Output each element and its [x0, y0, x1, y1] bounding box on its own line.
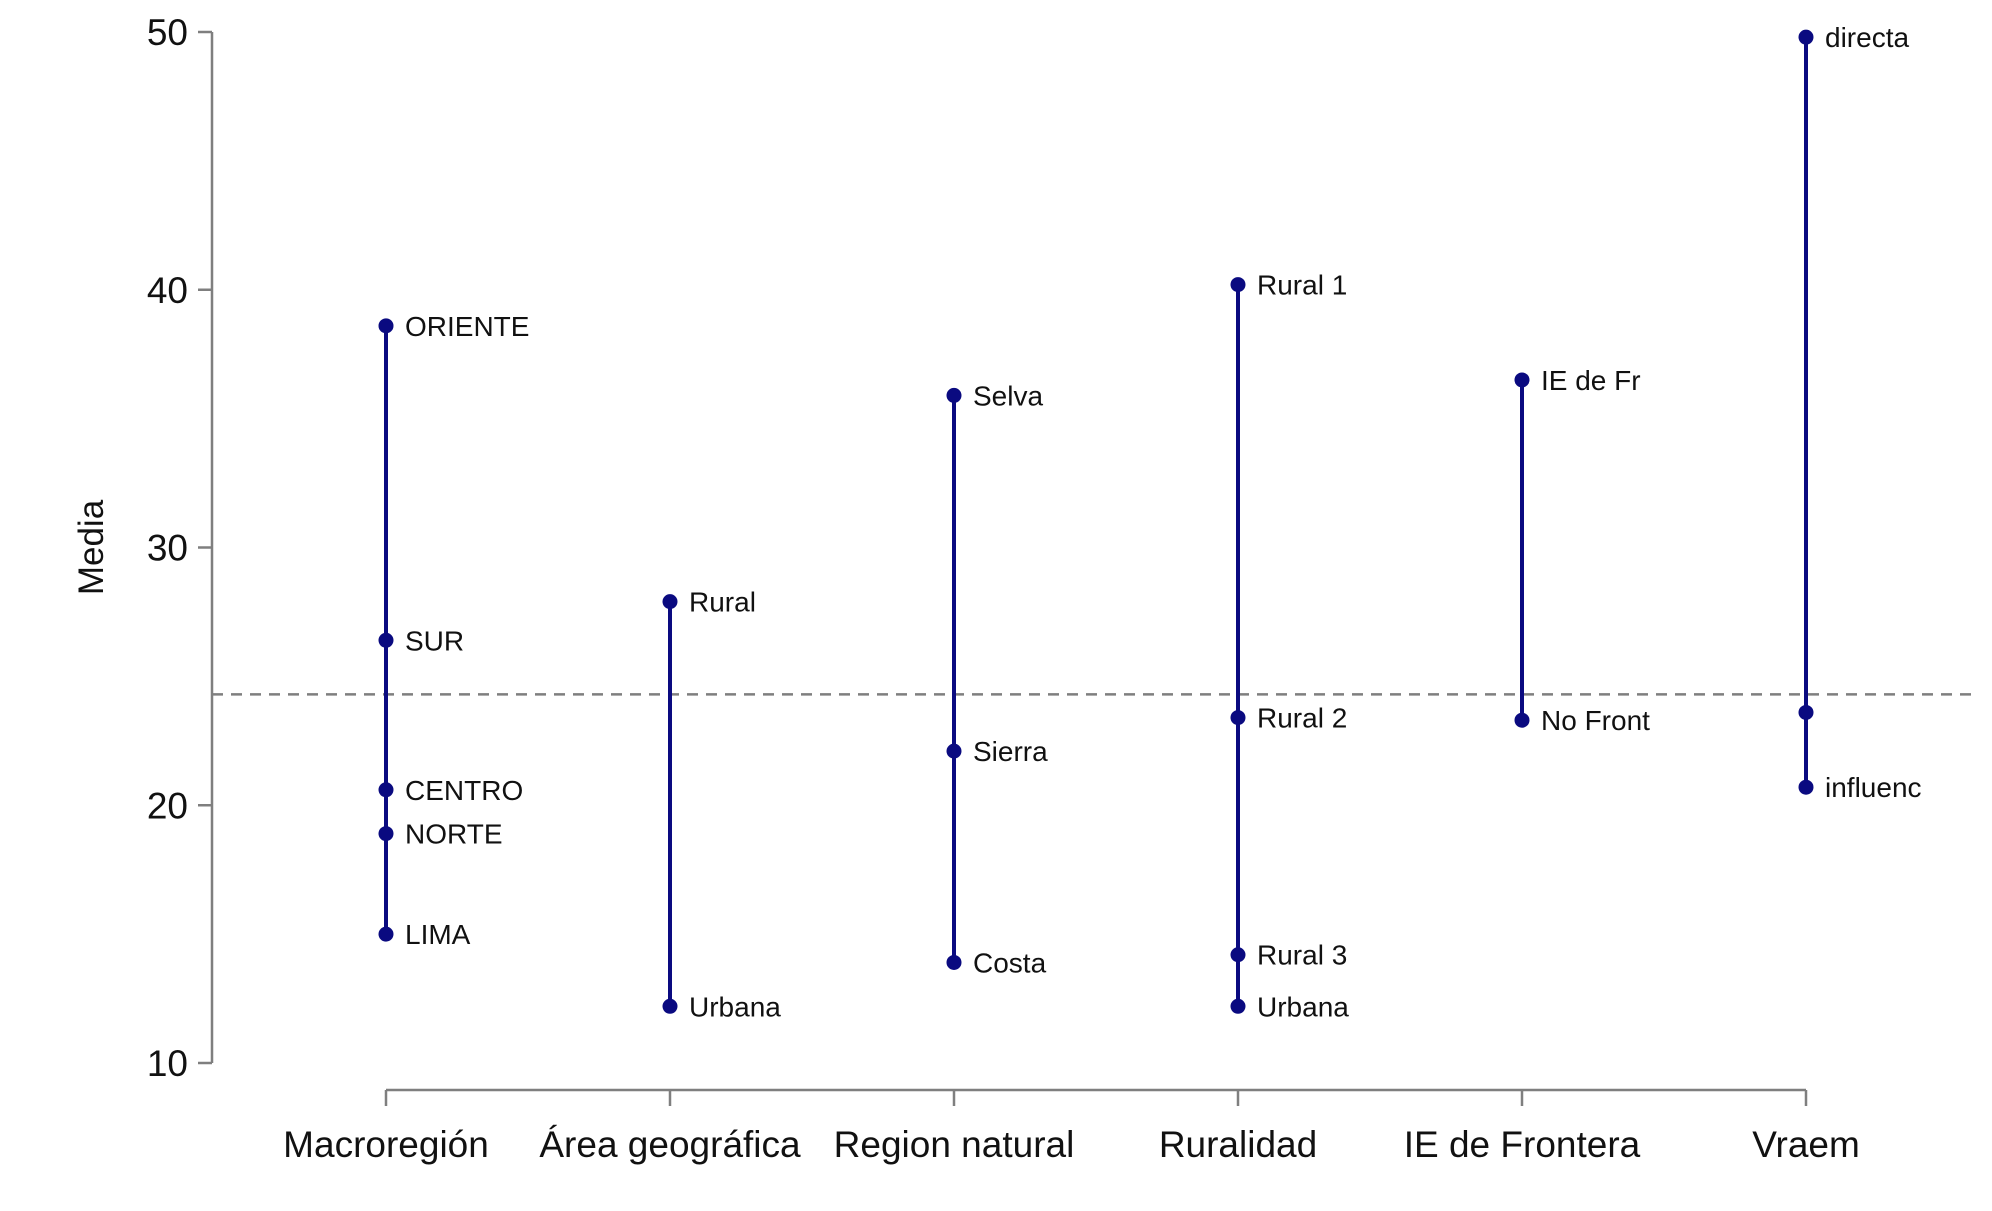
point-label: influenc — [1825, 772, 1922, 803]
data-point — [1230, 277, 1246, 293]
data-point — [1514, 712, 1530, 728]
point-label: Rural — [689, 587, 756, 618]
y-tick-label: 10 — [147, 1043, 188, 1084]
data-point — [1230, 710, 1246, 726]
point-label: LIMA — [405, 919, 471, 950]
data-point — [946, 387, 962, 403]
data-point — [1798, 704, 1814, 720]
point-label: Selva — [973, 380, 1043, 411]
point-label: NORTE — [405, 819, 503, 850]
y-tick-label: 50 — [147, 12, 188, 53]
point-label: Urbana — [689, 991, 781, 1022]
point-label: No Front — [1541, 705, 1650, 736]
point-label: CENTRO — [405, 775, 523, 806]
data-point — [378, 826, 394, 842]
point-label: ORIENTE — [405, 311, 529, 342]
data-point — [1798, 29, 1814, 45]
point-label: Rural 1 — [1257, 270, 1347, 301]
data-point — [662, 998, 678, 1014]
y-tick-label: 20 — [147, 785, 188, 826]
category-label: Ruralidad — [1159, 1124, 1317, 1165]
y-tick-label: 40 — [147, 270, 188, 311]
point-label: SUR — [405, 625, 464, 656]
category-label: Vraem — [1752, 1124, 1860, 1165]
point-label: Urbana — [1257, 991, 1349, 1022]
category-label: IE de Frontera — [1404, 1124, 1641, 1165]
point-label: IE de Fr — [1541, 365, 1641, 396]
data-point — [378, 782, 394, 798]
y-tick-label: 30 — [147, 528, 188, 569]
category-label: Macroregión — [283, 1124, 489, 1165]
point-label: directa — [1825, 22, 1909, 53]
data-point — [946, 743, 962, 759]
point-label: Rural 2 — [1257, 703, 1347, 734]
category-label: Region natural — [834, 1124, 1075, 1165]
point-label: Rural 3 — [1257, 940, 1347, 971]
data-point — [662, 594, 678, 610]
category-label: Área geográfica — [539, 1124, 801, 1165]
data-point — [378, 632, 394, 648]
point-label: Costa — [973, 947, 1047, 978]
data-point — [946, 954, 962, 970]
data-point — [378, 318, 394, 334]
data-point — [1798, 779, 1814, 795]
data-point — [1230, 947, 1246, 963]
data-point — [378, 926, 394, 942]
data-point — [1230, 998, 1246, 1014]
data-point — [1514, 372, 1530, 388]
y-axis-title: Media — [72, 499, 111, 595]
point-label: Sierra — [973, 736, 1048, 767]
